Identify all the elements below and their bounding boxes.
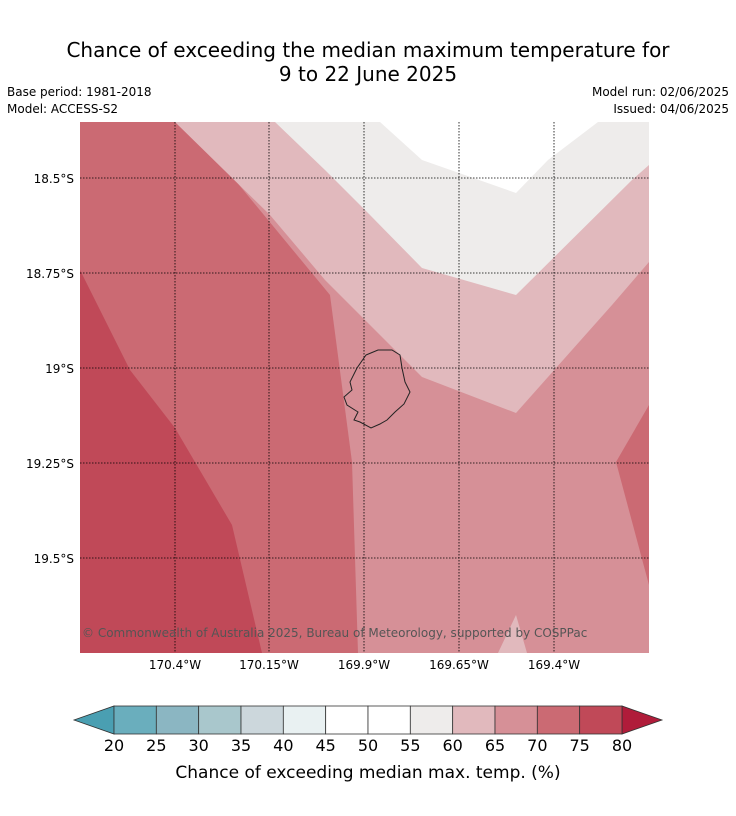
right-metadata: Model run: 02/06/2025 Issued: 04/06/2025: [592, 84, 729, 118]
lon-tick-label: 170.15°W: [239, 658, 299, 672]
map-title: Chance of exceeding the median maximum t…: [0, 38, 736, 86]
island-coastline: [343, 349, 411, 429]
base-period-text: Base period: 1981-2018: [7, 85, 152, 99]
colorbar-segment: [325, 705, 369, 735]
colorbar: 20 25 30 35 40 45 50 55 60 65 70 75 80 Chance of exce…: [72, 705, 664, 783]
colorbar-tick-label: 70: [527, 736, 547, 755]
colorbar-over-arrow: [621, 705, 664, 735]
colorbar-tick-label: 40: [273, 736, 293, 755]
colorbar-segment: [579, 705, 623, 735]
zone-75-80: [80, 270, 262, 653]
colorbar-tick-label: 30: [188, 736, 208, 755]
zone-70-75-east: [616, 405, 649, 585]
title-line-2: 9 to 22 June 2025: [278, 62, 458, 86]
colorbar-tick-label: 65: [485, 736, 505, 755]
lat-tick-label: 18.5°S: [34, 172, 74, 186]
lon-tick-label: 170.4°W: [149, 658, 201, 672]
colorbar-tick-label: 80: [612, 736, 632, 755]
zone-60-65-south: [498, 615, 527, 653]
lat-tick-labels: 18.5°S 18.75°S 19°S 19.25°S 19.5°S: [26, 172, 74, 566]
title-line-1: Chance of exceeding the median maximum t…: [66, 38, 670, 62]
colorbar-tick-label: 55: [400, 736, 420, 755]
lon-tick-label: 169.9°W: [338, 658, 390, 672]
colorbar-tick-label: 20: [104, 736, 124, 755]
colorbar-tick-label: 60: [442, 736, 462, 755]
colorbar-segment: [452, 705, 496, 735]
lon-tick-labels: 170.4°W 170.15°W 169.9°W 169.65°W 169.4°…: [149, 658, 580, 672]
colorbar-segment: [113, 705, 157, 735]
lat-tick-label: 19.25°S: [26, 457, 74, 471]
colorbar-label: Chance of exceeding median max. temp. (%…: [175, 763, 560, 783]
model-text: Model: ACCESS-S2: [7, 102, 119, 116]
colorbar-segment: [367, 705, 411, 735]
lon-tick-label: 169.65°W: [429, 658, 489, 672]
colorbar-tick-label: 45: [315, 736, 335, 755]
colorbar-tick-label: 75: [569, 736, 589, 755]
copyright-text: © Commonwealth of Australia 2025, Bureau…: [82, 626, 587, 640]
colorbar-tick-label: 25: [146, 736, 166, 755]
colorbar-under-arrow: [72, 705, 115, 735]
zone-50-55: [380, 122, 598, 193]
lat-tick-label: 19°S: [45, 362, 74, 376]
gridlines: [80, 122, 649, 653]
model-run-text: Model run: 02/06/2025: [591, 85, 729, 99]
lat-tick-label: 18.75°S: [26, 267, 74, 281]
colorbar-segment: [155, 705, 200, 735]
issued-text: Issued: 04/06/2025: [613, 102, 729, 116]
colorbar-segment: [282, 705, 327, 735]
colorbar-segment: [409, 705, 454, 735]
lat-tick-label: 19.5°S: [34, 552, 74, 566]
zone-55-60: [275, 122, 649, 295]
map-panel: © Commonwealth of Australia 2025, Bureau…: [80, 122, 649, 653]
colorbar-segment: [536, 705, 581, 735]
colorbar-tick-label: 35: [231, 736, 251, 755]
colorbar-tick-label: 50: [358, 736, 378, 755]
colorbar-segment: [494, 705, 538, 735]
lon-tick-label: 169.4°W: [528, 658, 580, 672]
colorbar-segment: [240, 705, 284, 735]
left-metadata: Base period: 1981-2018 Model: ACCESS-S2: [7, 84, 152, 118]
colorbar-segment: [198, 705, 242, 735]
